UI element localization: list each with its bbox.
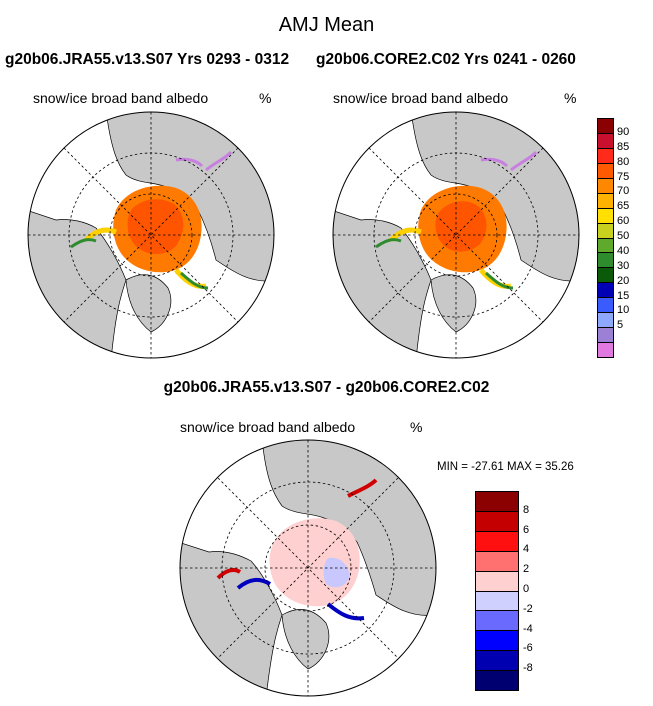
diff-colorbar-label: -6 xyxy=(523,642,533,655)
diff-colorbar-swatch xyxy=(476,631,518,652)
right-polar-map xyxy=(332,111,580,359)
diff-colorbar-label: 4 xyxy=(523,543,530,556)
right-variable-label: snow/ice broad band albedo xyxy=(333,90,509,106)
diff-colorbar-swatch xyxy=(476,571,518,592)
main-colorbar-swatch xyxy=(598,298,613,314)
diff-negative-patch xyxy=(323,557,350,588)
main-colorbar-label: 30 xyxy=(617,259,630,272)
main-colorbar-swatch xyxy=(598,328,613,344)
main-colorbar-label: 15 xyxy=(617,289,630,302)
main-colorbar-swatch xyxy=(598,133,613,149)
diff-colorbar-label: -4 xyxy=(523,622,533,635)
diff-positive-central xyxy=(269,518,360,607)
right-units-label: % xyxy=(564,90,577,106)
main-colorbar-swatch xyxy=(598,193,613,209)
main-colorbar-swatch xyxy=(598,268,613,284)
diff-colorbar-swatch xyxy=(476,492,518,512)
main-colorbar-label: 70 xyxy=(617,185,630,198)
sea-ice-inner xyxy=(127,199,184,255)
diff-colorbar-swatch xyxy=(476,551,518,572)
difference-polar-map xyxy=(179,439,437,697)
main-colorbar-swatch xyxy=(598,178,613,194)
diff-colorbar-swatch xyxy=(476,671,518,691)
main-colorbar-swatch xyxy=(598,208,613,224)
main-colorbar-swatch xyxy=(598,253,613,269)
main-colorbar-swatch xyxy=(598,163,613,179)
diff-variable-label: snow/ice broad band albedo xyxy=(180,419,356,435)
diff-panel-title: g20b06.JRA55.v13.S07 - g20b06.CORE2.C02 xyxy=(163,379,490,396)
main-colorbar xyxy=(597,118,614,358)
ice-edge-green xyxy=(70,238,209,290)
ice-edge-purple xyxy=(480,150,538,172)
graticule xyxy=(333,112,579,358)
main-colorbar-label: 60 xyxy=(617,215,630,228)
main-colorbar-swatch xyxy=(598,313,613,329)
diff-colorbar-label: 2 xyxy=(523,563,530,576)
graticule xyxy=(180,440,436,696)
main-colorbar-swatch xyxy=(598,148,613,164)
main-colorbar-swatch xyxy=(598,283,613,299)
diff-colorbar-swatch xyxy=(476,511,518,532)
greenland-land xyxy=(125,274,172,333)
main-colorbar-label: 40 xyxy=(617,244,630,257)
diff-colorbar-swatch xyxy=(476,611,518,632)
main-colorbar-label: 90 xyxy=(617,125,630,138)
main-colorbar-label: 85 xyxy=(617,140,630,153)
main-colorbar-label: 80 xyxy=(617,155,630,168)
diff-colorbar-swatch xyxy=(476,531,518,552)
diff-positive-strong xyxy=(216,478,378,580)
sea-ice-inner xyxy=(435,201,487,252)
diff-colorbar-swatch xyxy=(476,651,518,672)
left-panel-title: g20b06.JRA55.v13.S07 Yrs 0293 - 0312 xyxy=(5,51,290,68)
greenland-land xyxy=(281,608,330,670)
left-variable-label: snow/ice broad band albedo xyxy=(33,90,209,106)
main-colorbar-label: 5 xyxy=(617,319,624,332)
main-colorbar-swatch xyxy=(598,343,613,357)
diff-colorbar-label: 0 xyxy=(523,583,530,595)
diff-minmax-text: MIN = -27.61 MAX = 35.26 xyxy=(437,461,574,473)
ice-edge-purple xyxy=(175,150,233,172)
main-colorbar-swatch xyxy=(598,223,613,239)
main-colorbar-swatch xyxy=(598,238,613,254)
left-polar-map xyxy=(27,111,275,359)
diff-colorbar-label: 6 xyxy=(523,523,530,536)
main-colorbar-label: 20 xyxy=(617,274,630,287)
main-colorbar-label: 75 xyxy=(617,170,630,183)
diff-colorbar-label: -8 xyxy=(523,662,533,675)
diff-colorbar-swatch xyxy=(476,591,518,612)
diff-units-label: % xyxy=(410,419,423,435)
ice-edge-green xyxy=(375,238,514,290)
graticule xyxy=(28,112,274,358)
figure-title: AMJ Mean xyxy=(278,14,375,36)
diff-negative-strong xyxy=(236,577,365,621)
diff-colorbar xyxy=(475,491,519,691)
left-units-label: % xyxy=(259,90,272,106)
greenland-land xyxy=(430,274,477,333)
main-colorbar-label: 50 xyxy=(617,230,630,242)
main-colorbar-label: 65 xyxy=(617,200,630,213)
main-colorbar-label: 10 xyxy=(617,304,630,317)
right-panel-title: g20b06.CORE2.C02 Yrs 0241 - 0260 xyxy=(316,51,576,68)
main-colorbar-swatch xyxy=(598,119,613,134)
diff-colorbar-label: -2 xyxy=(523,602,533,615)
diff-colorbar-label: 8 xyxy=(523,503,530,516)
